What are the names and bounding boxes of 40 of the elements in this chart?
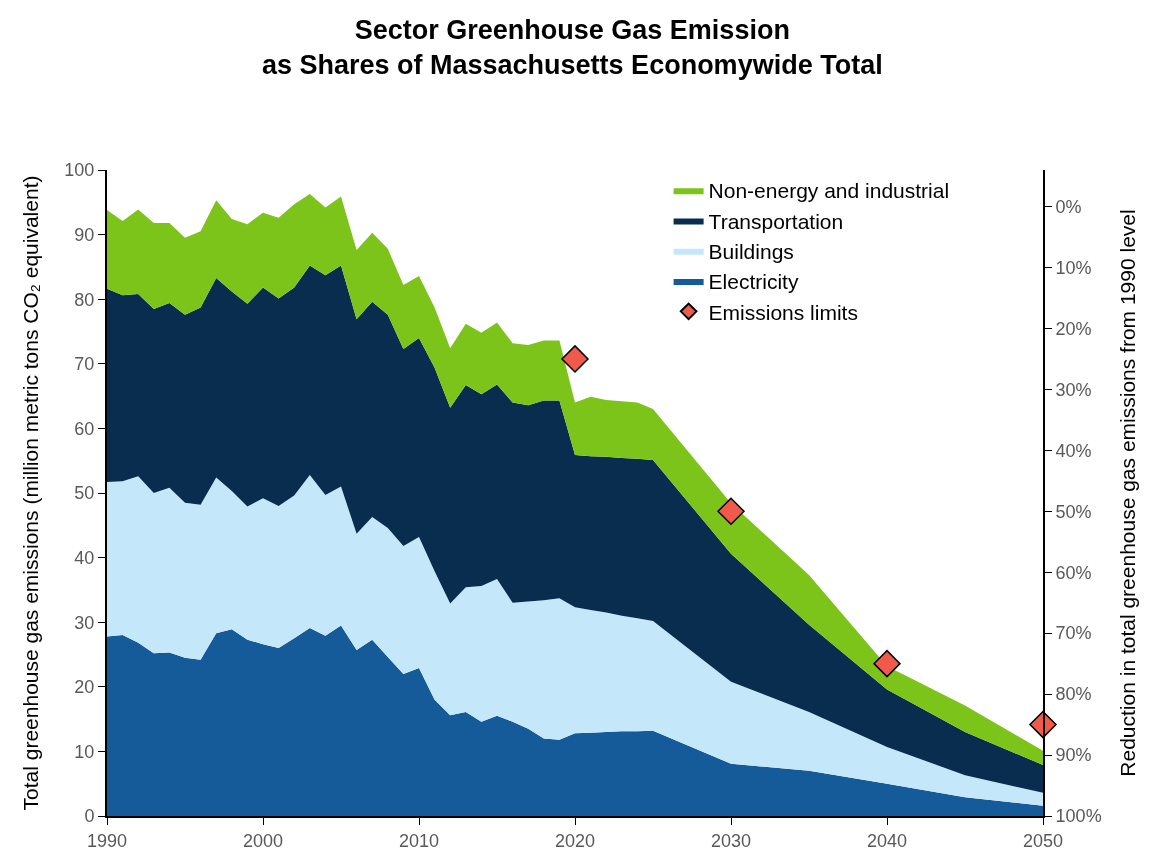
y2-tick-label: 30% <box>1055 379 1092 400</box>
x-tick-label: 2020 <box>554 830 596 851</box>
legend-label: Non-energy and industrial <box>708 179 950 203</box>
y2-tick-label: 10% <box>1055 257 1092 278</box>
y2-tick-label: 40% <box>1055 440 1092 461</box>
legend-label: Transportation <box>708 209 844 233</box>
y-axis-title: Total greenhouse gas emissions (million metric tons CO₂ equivalent) <box>19 175 42 811</box>
y-tick-label: 60 <box>74 418 95 439</box>
y2-tick-label: 60% <box>1055 562 1092 583</box>
y-tick-label: 70 <box>74 354 95 375</box>
point <box>561 345 589 373</box>
y-tick-label: 0 <box>84 806 95 827</box>
y2-tick-label: 100% <box>1055 806 1102 827</box>
legend-label: Emissions limits <box>708 300 858 324</box>
y-tick-label: 30 <box>74 612 95 633</box>
y-tick-label: 40 <box>74 547 95 568</box>
y-tick-label: 10 <box>74 741 95 762</box>
y2-axis-title: Reduction in total greenhouse gas emissions from 1990 level <box>1116 209 1140 777</box>
point <box>717 497 745 526</box>
y2-tick-label: 0% <box>1055 196 1082 217</box>
y2-tick-label: 90% <box>1055 745 1092 766</box>
y-tick-label: 50 <box>74 483 95 504</box>
y2-tick-label: 70% <box>1055 623 1092 644</box>
y-tick-label: 20 <box>74 677 95 698</box>
y-tick-label: 90 <box>74 224 95 245</box>
y2-tick-label: 50% <box>1055 501 1092 522</box>
y2-tick-label: 20% <box>1055 318 1092 339</box>
y2-tick-label: 80% <box>1055 684 1092 705</box>
y-tick-label: 100 <box>64 160 95 181</box>
point <box>873 649 901 678</box>
x-tick-label: 2050 <box>1022 830 1064 851</box>
x-tick-label: 2040 <box>866 830 908 851</box>
chart-title: Sector Greenhouse Gas Emission as Shares of Massachusetts Economywide Total <box>261 14 883 80</box>
x-tick-label: 2000 <box>242 830 284 851</box>
y-tick-label: 80 <box>74 289 95 310</box>
x-tick-label: 2010 <box>398 830 440 851</box>
legend-label: Buildings <box>708 239 794 263</box>
x-tick-label: 1990 <box>86 830 128 851</box>
legend-label: Electricity <box>708 270 799 294</box>
x-tick-label: 2030 <box>710 830 752 851</box>
